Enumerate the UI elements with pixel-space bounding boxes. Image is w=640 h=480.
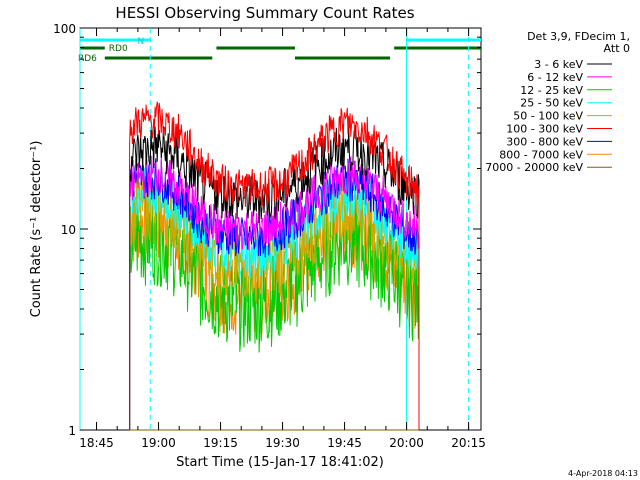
date-stamp: 4-Apr-2018 04:13: [568, 469, 638, 478]
legend-entry-label: 6 - 12 keV: [527, 71, 583, 84]
legend-entry-label: 12 - 25 keV: [520, 84, 583, 97]
legend-entry-label: 7000 - 20000 keV: [485, 161, 583, 174]
series-line-7: [129, 178, 420, 430]
x-tick-label: 19:30: [265, 436, 300, 450]
x-tick-label: 18:45: [79, 436, 114, 450]
x-tick-label: 19:45: [327, 436, 362, 450]
flag-bars: N RD0 RD6: [78, 37, 481, 64]
series-group: [129, 101, 420, 431]
x-tick-label: 20:15: [451, 436, 486, 450]
flag-label-rd6: RD6: [78, 54, 97, 64]
legend-entry-label: 100 - 300 keV: [506, 123, 583, 136]
y-tick-label: 1: [68, 424, 76, 438]
x-axis: 18:45 19:00 19:15 19:30 19:45 20:00 20:15: [79, 28, 486, 450]
y-axis-label: Count Rate (s⁻¹ detector⁻¹): [29, 141, 44, 318]
legend-entry-label: 25 - 50 keV: [520, 97, 583, 110]
x-tick-label: 19:00: [141, 436, 176, 450]
legend-header-line-1: Det 3,9, FDecim 1,: [527, 30, 630, 43]
legend-entry-label: 300 - 800 keV: [506, 135, 583, 148]
chart-title: HESSI Observing Summary Count Rates: [115, 4, 414, 22]
series-line-5: [129, 101, 420, 430]
y-axis: 1 10 100: [53, 22, 481, 438]
flag-label-n: N: [138, 37, 145, 47]
y-tick-label: 100: [53, 22, 76, 36]
legend-header-line-2: Att 0: [604, 42, 630, 55]
flag-label-rd0: RD0: [109, 44, 128, 54]
y-tick-label: 10: [61, 223, 76, 237]
legend-entry-label: 3 - 6 keV: [534, 58, 583, 71]
series-line-4: [129, 171, 420, 430]
x-tick-label: 20:00: [389, 436, 424, 450]
x-axis-label: Start Time (15-Jan-17 18:41:02): [176, 455, 384, 470]
legend-entry-label: 800 - 7000 keV: [499, 148, 583, 161]
legend-entry-label: 50 - 100 keV: [513, 110, 583, 123]
x-tick-label: 19:15: [203, 436, 238, 450]
